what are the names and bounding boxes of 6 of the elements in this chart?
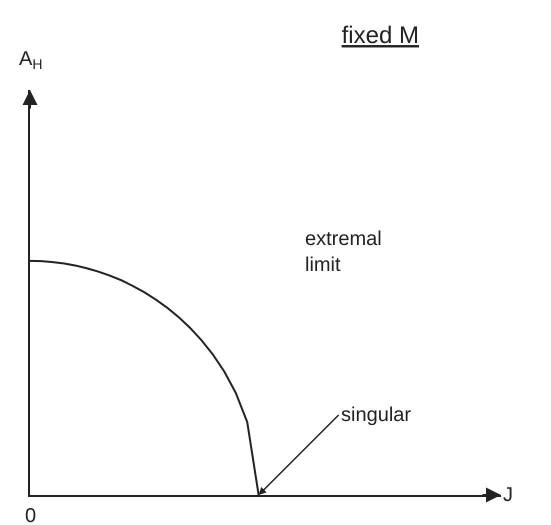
- text: J: [503, 484, 513, 506]
- text: A$_{H}$: [19, 48, 42, 72]
- text: fixed M: [342, 22, 419, 50]
- text: singular: [341, 404, 412, 426]
- text: 0: [25, 505, 36, 525]
- text: extremal limit: [305, 228, 382, 276]
